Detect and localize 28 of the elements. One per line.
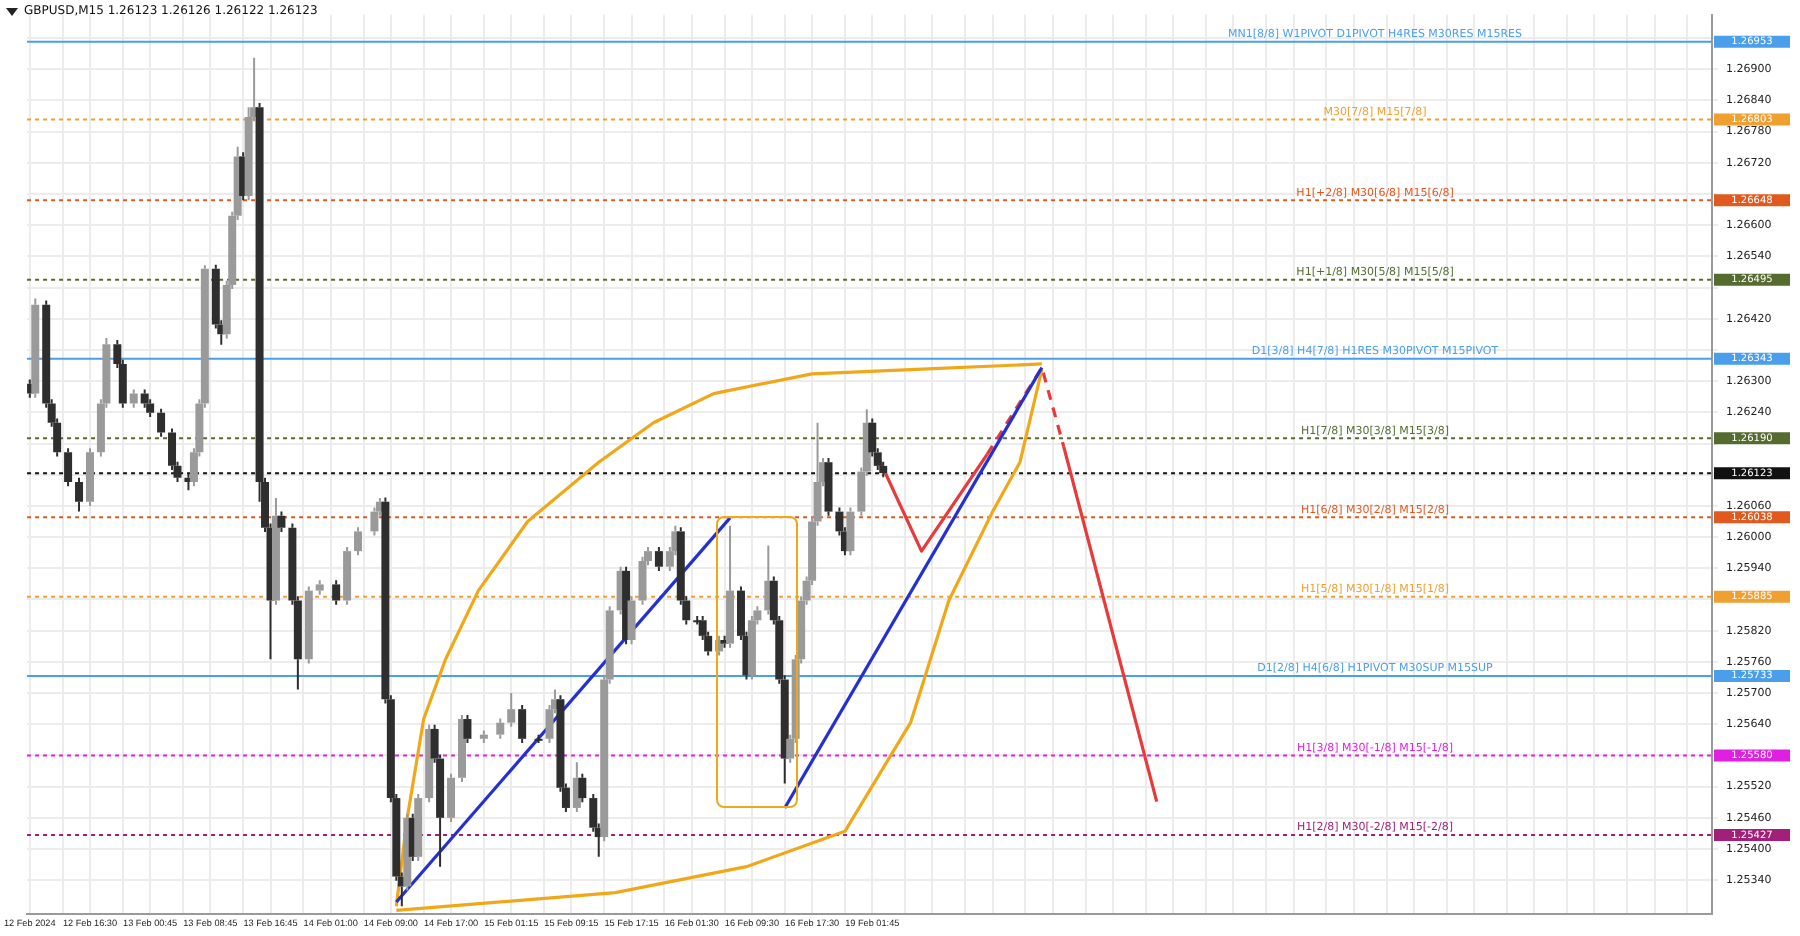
candlestick: [271, 497, 280, 606]
candlestick: [479, 729, 488, 744]
candlestick: [627, 595, 636, 646]
candlestick: [578, 772, 587, 804]
candlestick: [354, 526, 363, 557]
candlestick: [370, 506, 379, 537]
candlestick: [496, 717, 505, 740]
candlestick: [75, 476, 84, 513]
candlestick: [332, 579, 341, 606]
candlestick: [654, 545, 663, 572]
candlestick: [414, 792, 423, 862]
candlestick: [31, 297, 40, 399]
candlestick: [157, 407, 166, 438]
candlestick: [638, 555, 647, 606]
candlestick: [343, 545, 352, 606]
candlestick: [277, 510, 286, 533]
candlestick: [64, 447, 73, 488]
candlestick: [846, 506, 855, 557]
candlestick: [463, 713, 472, 744]
candlestick: [518, 704, 527, 744]
candlestick: [315, 579, 324, 596]
candlestick: [140, 388, 149, 409]
candlestick: [726, 524, 735, 649]
candlestick: [129, 388, 138, 409]
candlestick: [447, 772, 456, 823]
candlestick: [507, 692, 516, 728]
candlestick: [85, 447, 94, 507]
candlestick: [304, 585, 313, 665]
